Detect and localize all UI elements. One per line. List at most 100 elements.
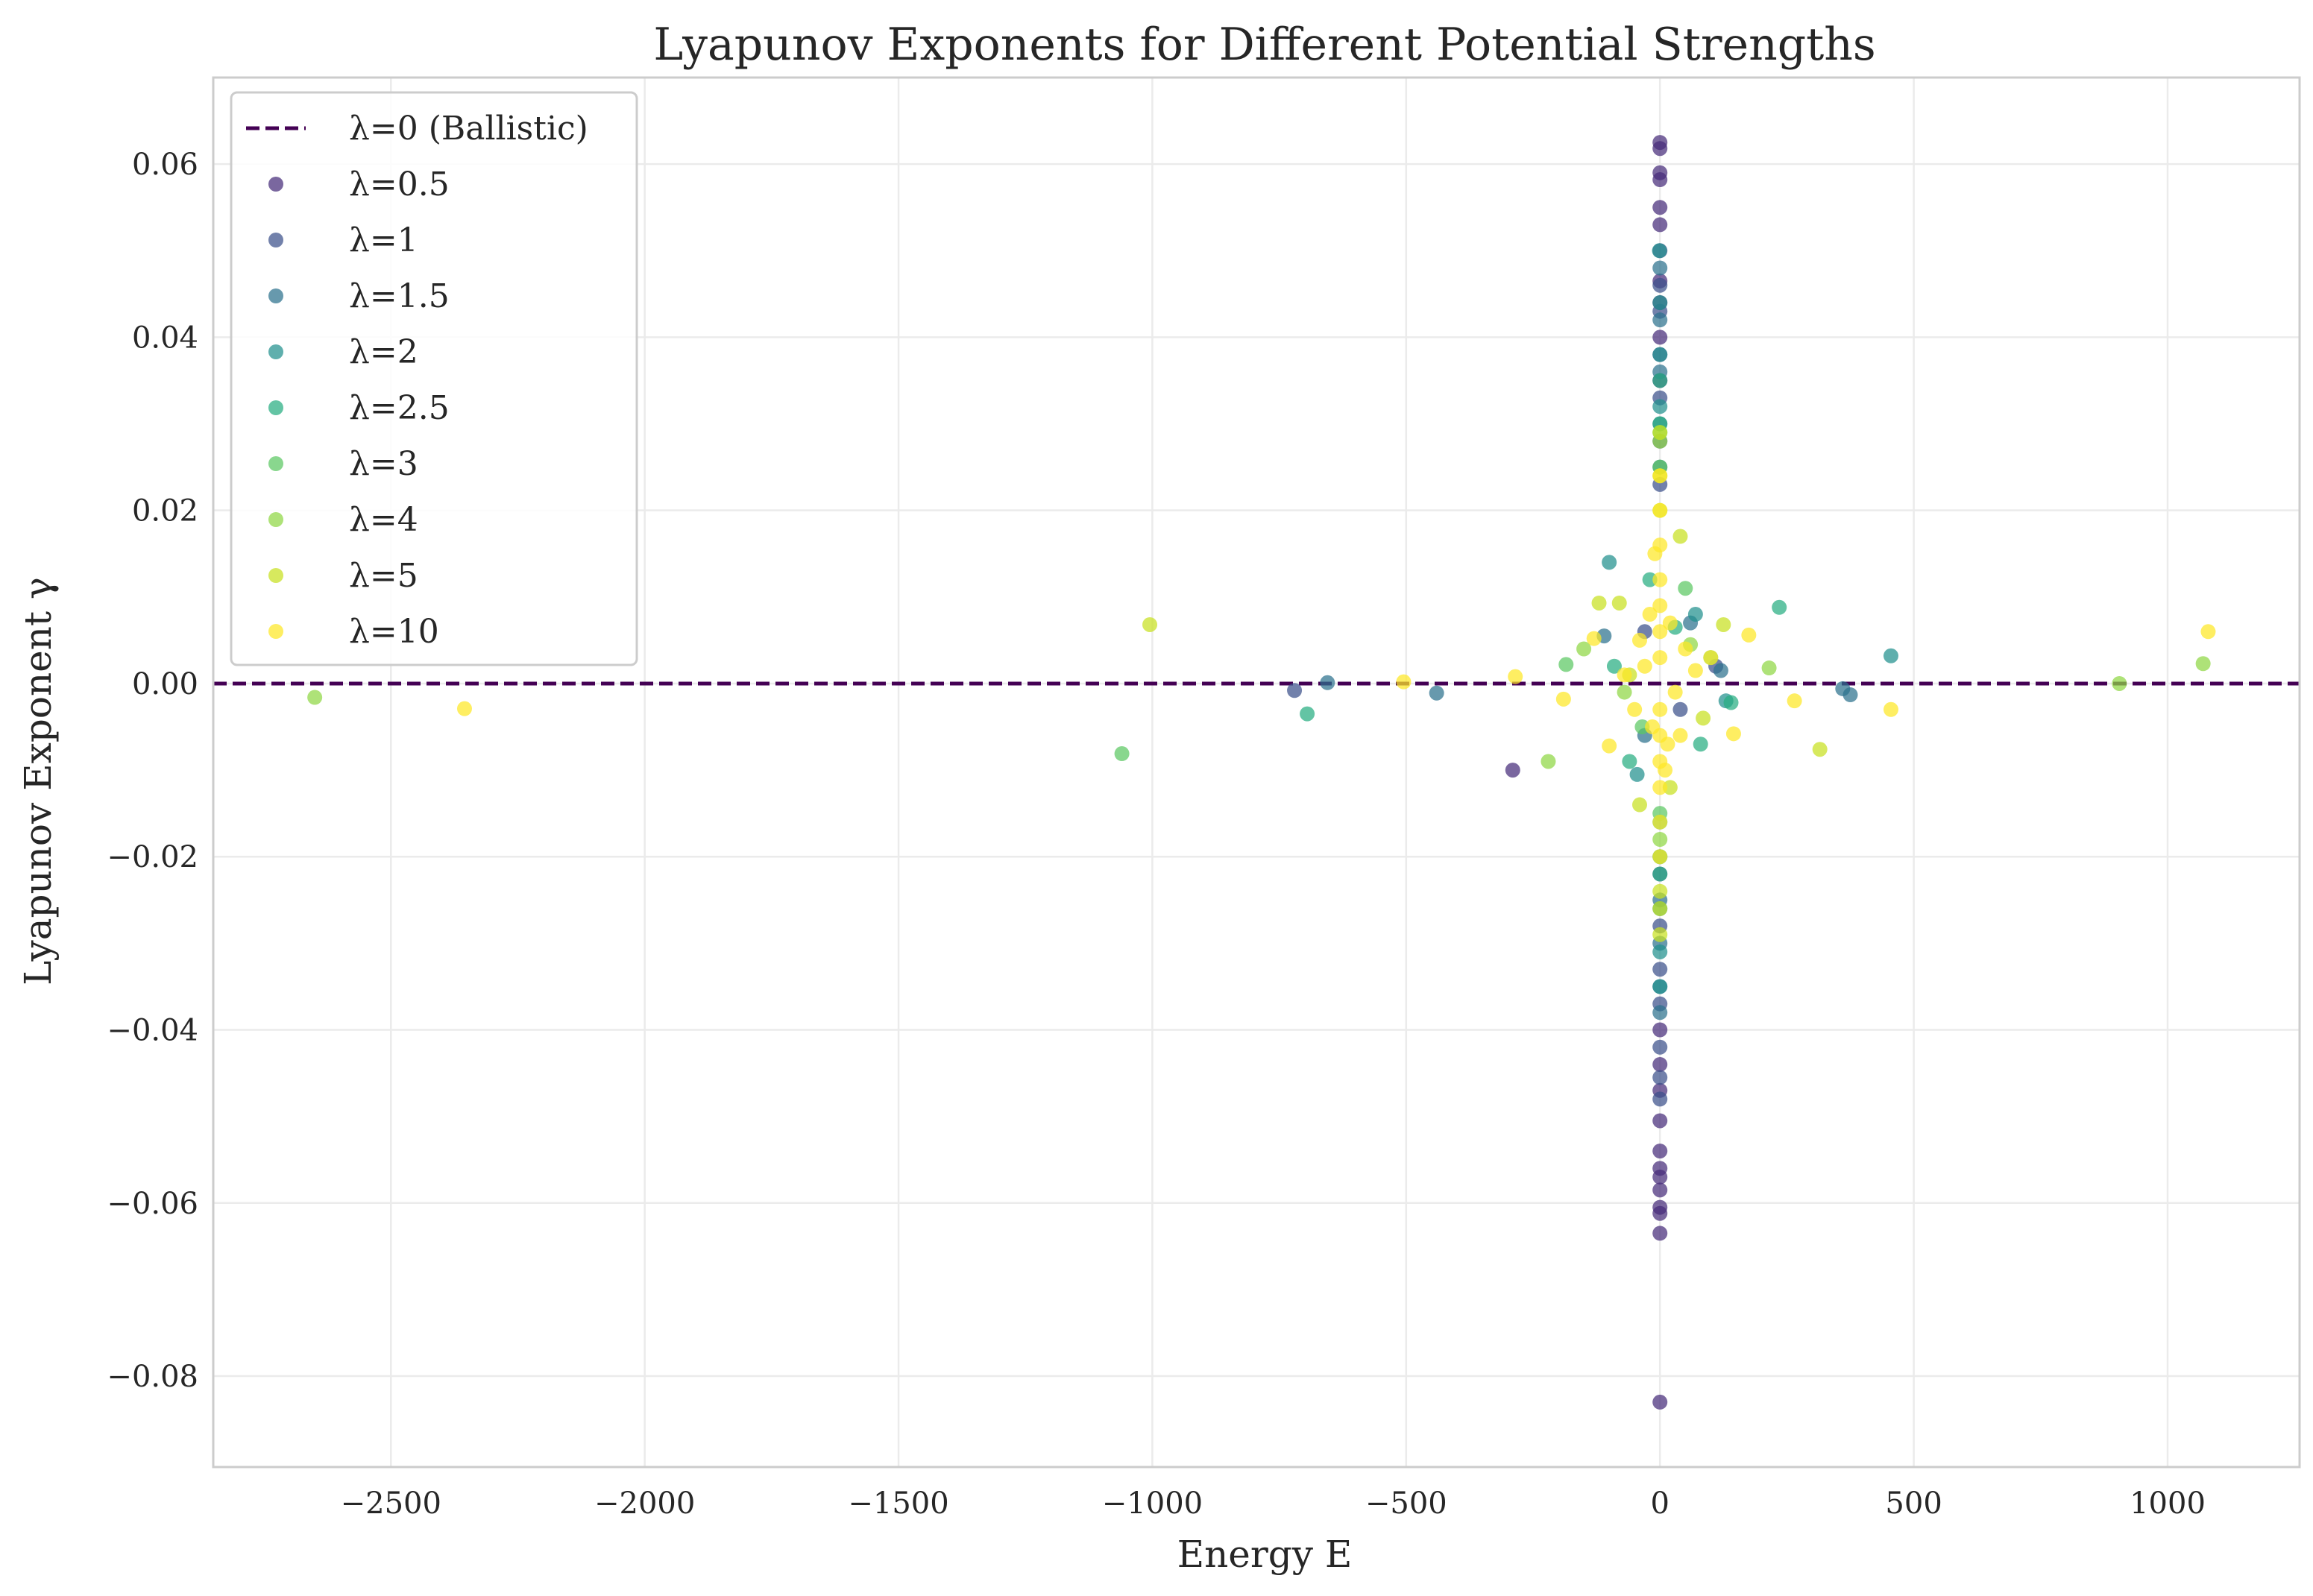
point-series-2 (1320, 675, 1335, 690)
y-tick-label: −0.08 (107, 1360, 198, 1394)
point-series-1 (1652, 1091, 1668, 1107)
point-series-8 (1652, 598, 1668, 614)
point-series-4 (1772, 599, 1787, 615)
legend-label-series-3: λ=2 (349, 333, 418, 371)
point-series-8 (1627, 701, 1643, 717)
point-series-8 (1652, 468, 1668, 484)
legend-marker-series-7 (268, 568, 283, 583)
point-series-2 (1652, 260, 1668, 276)
legend: λ=0 (Ballistic) λ=0.5 λ=1 λ=1.5 λ=2 λ=2.5 λ=3 λ… (230, 91, 638, 666)
point-series-3 (1687, 607, 1703, 622)
point-series-4 (1300, 706, 1315, 722)
point-series-4 (1622, 754, 1637, 769)
x-tick-label: −500 (1365, 1486, 1447, 1521)
point-series-7 (1591, 595, 1607, 611)
point-series-0 (1505, 763, 1520, 778)
legend-marker-series-1 (268, 233, 283, 247)
point-series-6 (1652, 832, 1668, 848)
x-axis-label: Energy E (1177, 1533, 1353, 1576)
point-series-8 (1555, 691, 1571, 707)
legend-marker-series-4 (268, 400, 283, 415)
y-tick-label: −0.04 (107, 1014, 198, 1048)
point-series-8 (1602, 738, 1617, 754)
x-tick-label: −2500 (341, 1486, 441, 1521)
point-series-8 (1787, 693, 1802, 709)
legend-label-series-8: λ=10 (349, 613, 439, 651)
legend-label-series-6: λ=4 (349, 501, 418, 539)
plot-frame (212, 76, 2301, 1469)
point-series-1 (1652, 962, 1668, 977)
legend-label-series-4: λ=2.5 (349, 389, 450, 427)
point-series-8 (1652, 624, 1668, 640)
point-series-8 (2200, 624, 2216, 640)
y-tick-label: −0.02 (107, 840, 198, 874)
point-series-7 (1812, 742, 1828, 757)
point-series-2 (1713, 663, 1728, 678)
point-series-0 (1652, 329, 1668, 345)
point-series-2 (1652, 1005, 1668, 1021)
legend-marker-series-2 (268, 288, 283, 303)
y-tick-label: 0.02 (132, 494, 198, 529)
point-series-4 (1606, 658, 1622, 674)
point-series-4 (1693, 737, 1708, 752)
point-series-6 (1541, 754, 1556, 769)
point-series-8 (1652, 814, 1668, 830)
y-axis-ticks: 0.06 0.04 0.02 0.00 −0.02 −0.04 −0.06 −0.08 (107, 148, 198, 1394)
legend-label-series-5: λ=3 (349, 445, 418, 483)
point-series-8 (1652, 572, 1668, 587)
point-series-6 (307, 690, 323, 705)
point-series-5 (1558, 657, 1574, 672)
point-series-1 (1672, 701, 1688, 717)
point-series-2 (1429, 685, 1444, 701)
x-tick-label: −2000 (594, 1486, 695, 1521)
y-tick-label: 0.06 (132, 148, 198, 182)
point-series-0 (1652, 217, 1668, 233)
point-series-8 (1652, 650, 1668, 666)
x-tick-label: 500 (1885, 1486, 1942, 1521)
point-series-6 (2195, 656, 2211, 672)
point-series-8 (1687, 663, 1703, 678)
point-series-6 (1761, 660, 1777, 676)
point-series-8 (1617, 667, 1632, 683)
y-axis-label: Lyapunov Exponent γ (16, 577, 60, 985)
legend-label-series-7: λ=5 (349, 557, 418, 595)
legend-box (230, 91, 638, 666)
point-series-6 (1576, 641, 1592, 657)
point-series-7 (1631, 797, 1647, 813)
point-series-3 (1652, 294, 1668, 310)
point-series-0 (1652, 141, 1668, 157)
x-tick-label: −1000 (1102, 1486, 1203, 1521)
legend-marker-series-8 (268, 624, 283, 639)
point-series-3 (1652, 399, 1668, 414)
point-series-7 (1652, 883, 1668, 899)
point-series-0 (1652, 1022, 1668, 1038)
point-series-0 (1652, 1144, 1668, 1159)
chart-title: Lyapunov Exponents for Different Potenti… (653, 19, 1875, 71)
point-series-8 (1660, 737, 1675, 752)
point-series-5 (1114, 746, 1130, 762)
point-series-8 (456, 701, 472, 716)
point-series-3 (1652, 979, 1668, 994)
x-tick-label: 1000 (2130, 1486, 2206, 1521)
y-tick-label: −0.06 (107, 1187, 198, 1221)
point-series-8 (1642, 607, 1658, 622)
point-series-8 (1658, 763, 1673, 778)
point-series-8 (1586, 631, 1602, 646)
point-series-8 (1652, 780, 1668, 795)
point-series-2 (1842, 687, 1858, 703)
point-series-0 (1652, 1113, 1668, 1129)
point-series-3 (1652, 944, 1668, 959)
point-series-2 (1652, 312, 1668, 328)
point-series-0 (1652, 1182, 1668, 1198)
point-series-8 (1652, 701, 1668, 717)
point-series-7 (1142, 616, 1158, 632)
point-series-0 (1652, 200, 1668, 215)
point-series-8 (1652, 502, 1668, 518)
point-series-8 (1703, 650, 1719, 666)
legend-label-series-1: λ=1 (349, 221, 418, 259)
point-series-0 (1652, 1205, 1668, 1221)
y-tick-label: 0.04 (132, 321, 198, 355)
point-series-0 (1652, 172, 1668, 188)
point-series-1 (1652, 1070, 1668, 1085)
point-series-8 (1662, 615, 1678, 631)
